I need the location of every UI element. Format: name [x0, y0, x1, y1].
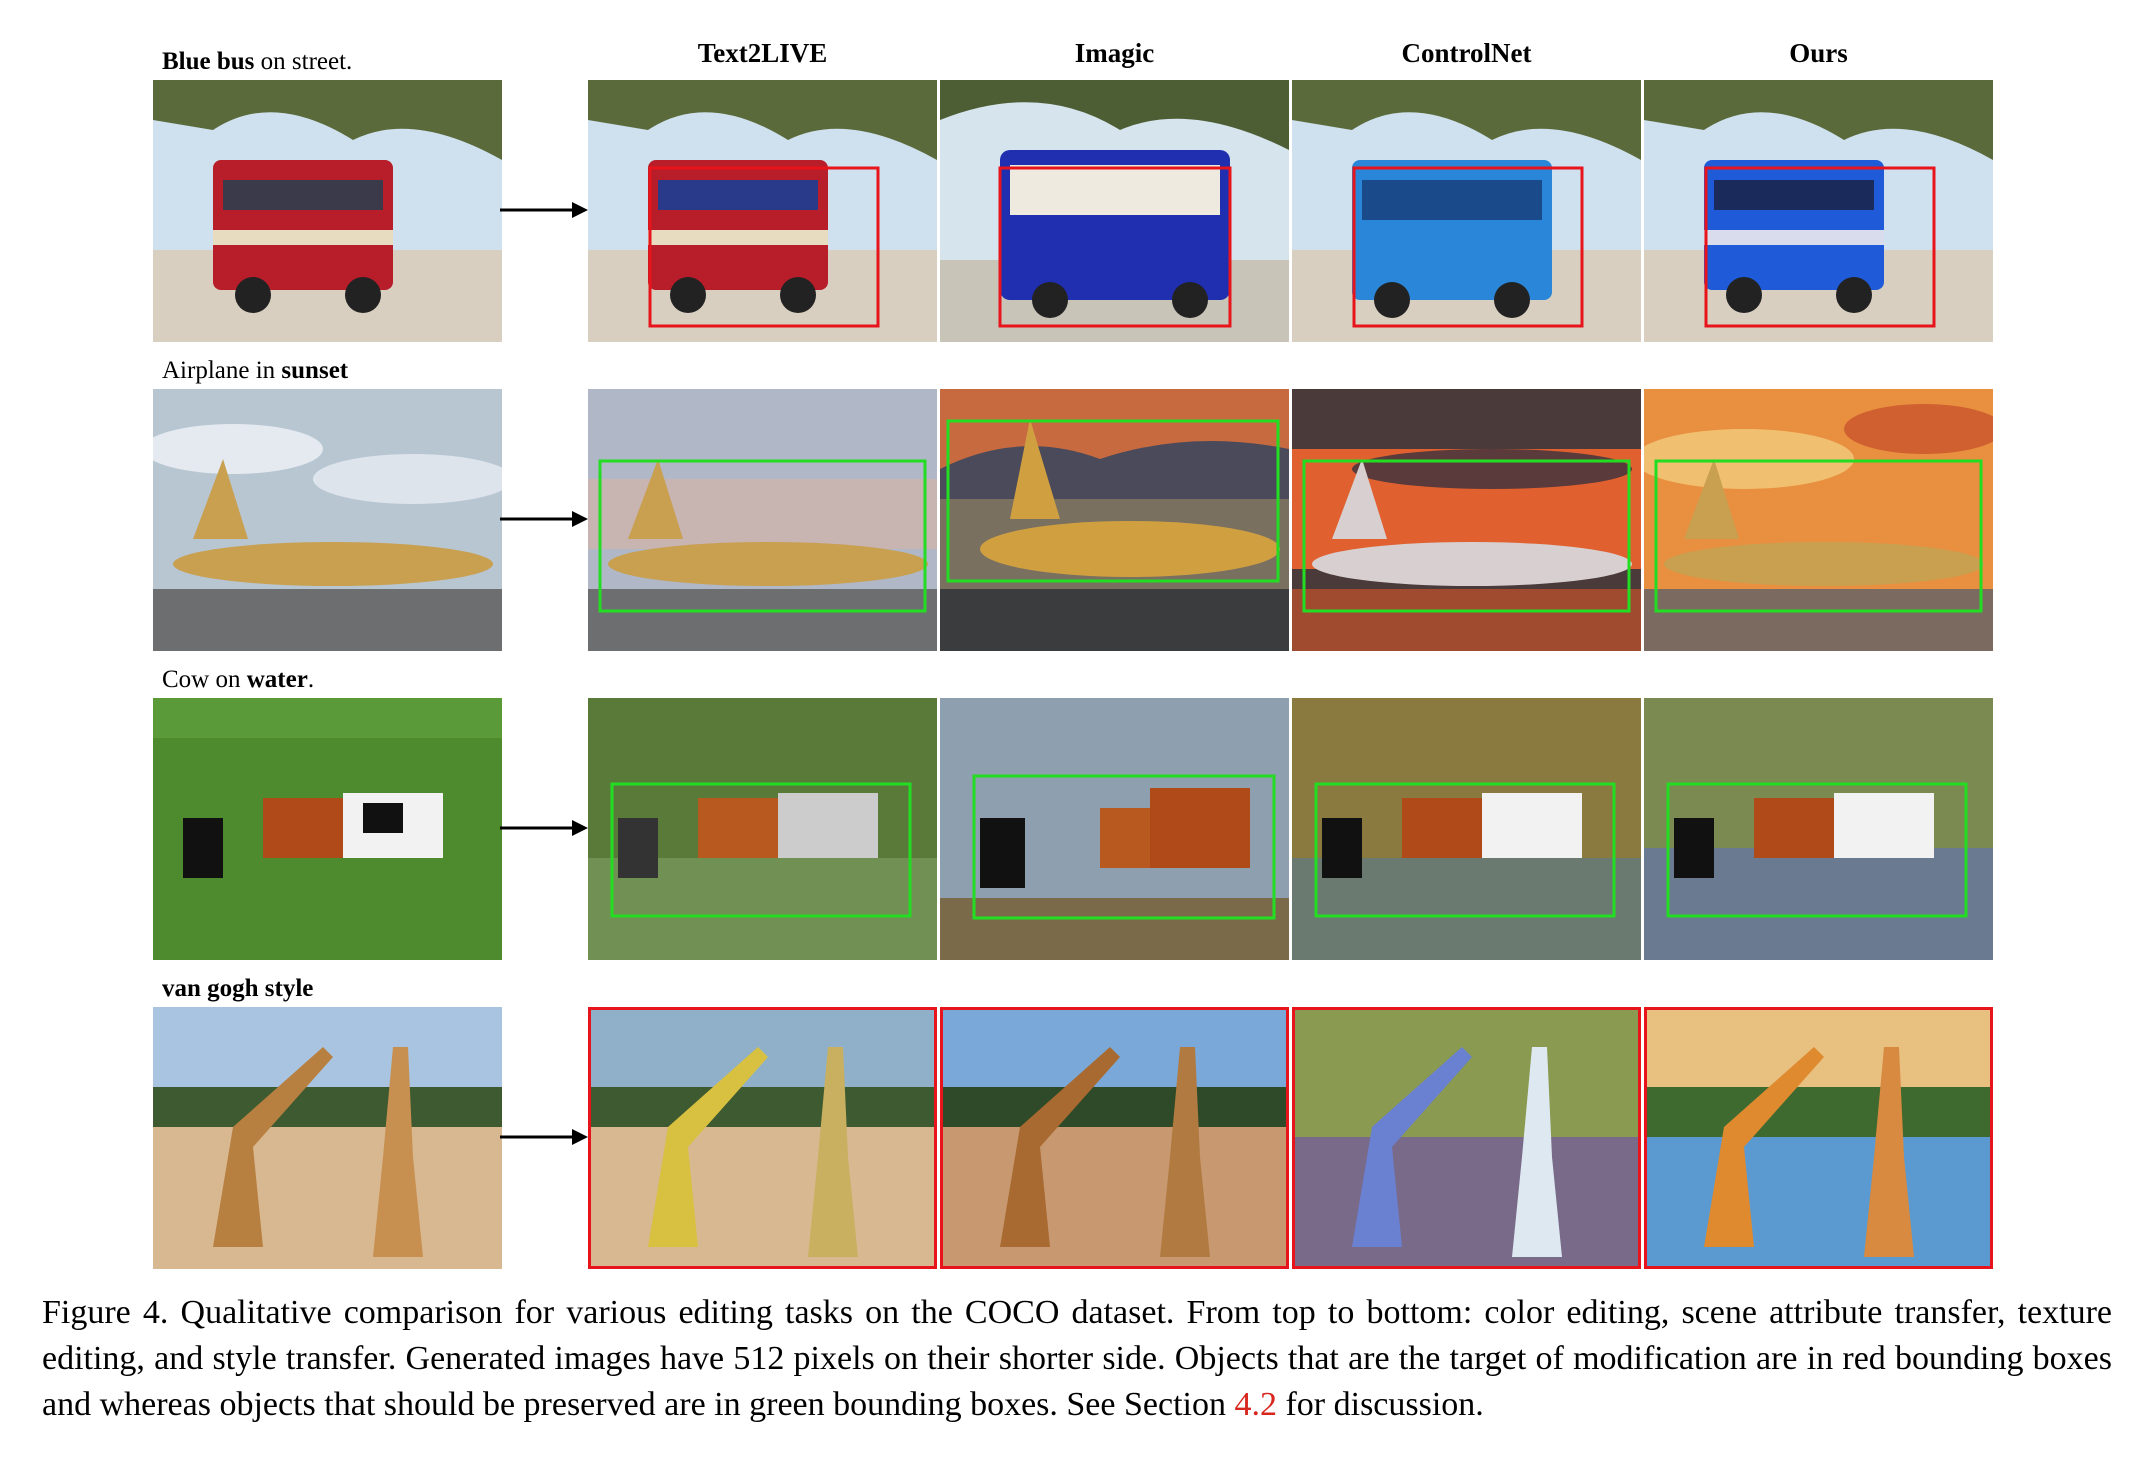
cow-controlnet-image	[1292, 698, 1641, 960]
cow-ours-image	[1644, 698, 1993, 960]
arrow-icon	[500, 820, 588, 836]
bus-controlnet-image	[1292, 80, 1641, 342]
arrow-icon	[500, 202, 588, 218]
column-header-controlnet: ControlNet	[1401, 38, 1532, 68]
row-label-giraffe: van gogh style	[162, 975, 314, 1002]
giraffe-imagic-image	[940, 1007, 1289, 1269]
bus-ours-image	[1644, 80, 1993, 342]
column-header-text2live: Text2LIVE	[697, 38, 828, 68]
giraffe-text2live-image	[588, 1007, 937, 1269]
airplane-ours-image	[1644, 389, 1993, 651]
arrow-icon	[500, 1129, 588, 1145]
column-header-ours: Ours	[1789, 38, 1848, 68]
airplane-imagic-image	[940, 389, 1289, 651]
row-label-cow: Cow on water.	[162, 666, 315, 693]
section-reference-link[interactable]: 4.2	[1234, 1386, 1277, 1423]
airplane-controlnet-image	[1292, 389, 1641, 651]
row-label-airplane: Airplane in sunset	[162, 357, 349, 384]
row-label-bus: Blue bus on street.	[162, 48, 353, 75]
cow-text2live-image	[588, 698, 937, 960]
cow-imagic-image	[940, 698, 1289, 960]
cow-input-image	[153, 698, 502, 960]
airplane-input-image	[153, 389, 502, 651]
airplane-text2live-image	[588, 389, 937, 651]
arrow-icon	[500, 511, 588, 527]
giraffe-input-image	[153, 1007, 502, 1269]
bus-imagic-image	[940, 80, 1289, 342]
bus-input-image	[153, 80, 502, 342]
giraffe-controlnet-image	[1292, 1007, 1641, 1269]
giraffe-ours-image	[1644, 1007, 1993, 1269]
column-header-imagic: Imagic	[1074, 38, 1155, 68]
figure-caption: Figure 4. Qualitative comparison for var…	[42, 1294, 2112, 1423]
bus-text2live-image	[588, 80, 937, 342]
